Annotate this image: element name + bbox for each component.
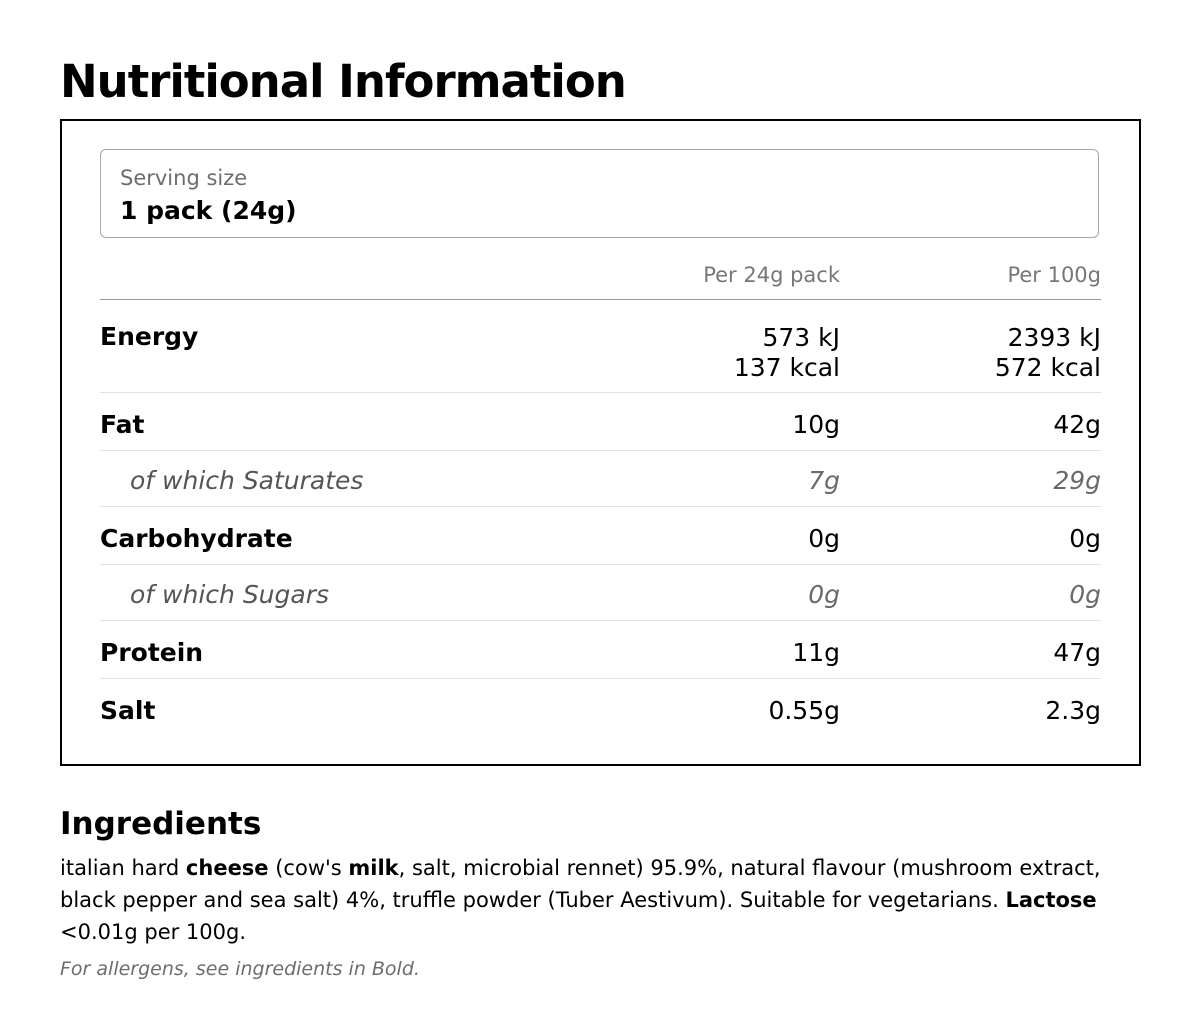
saturates-per-100g: 29g (1053, 466, 1101, 495)
ingredients-segment: , salt, microbial rennet) 95.9%, natural… (60, 856, 1101, 912)
allergen-cheese: cheese (185, 856, 269, 880)
energy-kcal-per-pack: 137 kcal (733, 353, 840, 382)
allergen-milk: milk (348, 856, 399, 880)
nutrient-name: Carbohydrate (100, 524, 293, 553)
protein-per-pack: 11g (792, 638, 840, 667)
sugars-per-100g: 0g (1069, 580, 1101, 609)
page-title: Nutritional Information (60, 55, 627, 108)
salt-per-pack: 0.55g (768, 696, 840, 725)
column-header-per-100g: Per 100g (1007, 263, 1101, 287)
nutrient-row-saturates: of which Saturates 7g 29g (100, 451, 1101, 507)
nutrient-row-salt: Salt 0.55g 2.3g (100, 679, 1101, 736)
nutrient-name: of which Sugars (130, 580, 330, 609)
nutrition-table-panel: Serving size 1 pack (24g) Per 24g pack P… (60, 119, 1141, 766)
salt-per-100g: 2.3g (1045, 696, 1101, 725)
nutrient-row-energy: Energy 573 kJ 137 kcal 2393 kJ 572 kcal (100, 300, 1101, 393)
energy-kj-per-100g: 2393 kJ (1007, 323, 1101, 352)
nutrient-name: Fat (100, 410, 145, 439)
fat-per-100g: 42g (1053, 410, 1101, 439)
protein-per-100g: 47g (1053, 638, 1101, 667)
energy-kcal-per-100g: 572 kcal (994, 353, 1101, 382)
ingredients-segment: <0.01g per 100g. (60, 920, 247, 944)
saturates-per-pack: 7g (808, 466, 840, 495)
ingredients-heading: Ingredients (60, 806, 262, 842)
table-header-row: Per 24g pack Per 100g (100, 262, 1101, 300)
allergen-note: For allergens, see ingredients in Bold. (60, 958, 420, 980)
nutrient-name: Protein (100, 638, 204, 667)
serving-size-label: Serving size (120, 166, 248, 190)
sugars-per-pack: 0g (808, 580, 840, 609)
nutrient-row-sugars: of which Sugars 0g 0g (100, 565, 1101, 621)
ingredients-segment: italian hard (60, 856, 186, 880)
ingredients-text: italian hard cheese (cow's milk, salt, m… (60, 852, 1135, 948)
energy-kj-per-pack: 573 kJ (762, 323, 840, 352)
ingredients-segment: (cow's (268, 856, 349, 880)
carbohydrate-per-100g: 0g (1069, 524, 1101, 553)
nutrient-row-carbohydrate: Carbohydrate 0g 0g (100, 507, 1101, 565)
nutrient-name: of which Saturates (130, 466, 364, 495)
nutrient-row-fat: Fat 10g 42g (100, 393, 1101, 451)
serving-size-box: Serving size 1 pack (24g) (100, 149, 1099, 238)
serving-size-value: 1 pack (24g) (120, 196, 297, 225)
nutrient-name: Salt (100, 696, 156, 725)
nutrient-name: Energy (100, 322, 199, 351)
fat-per-pack: 10g (792, 410, 840, 439)
column-header-per-pack: Per 24g pack (703, 263, 840, 287)
carbohydrate-per-pack: 0g (808, 524, 840, 553)
nutrient-row-protein: Protein 11g 47g (100, 621, 1101, 679)
allergen-lactose: Lactose (1005, 888, 1097, 912)
